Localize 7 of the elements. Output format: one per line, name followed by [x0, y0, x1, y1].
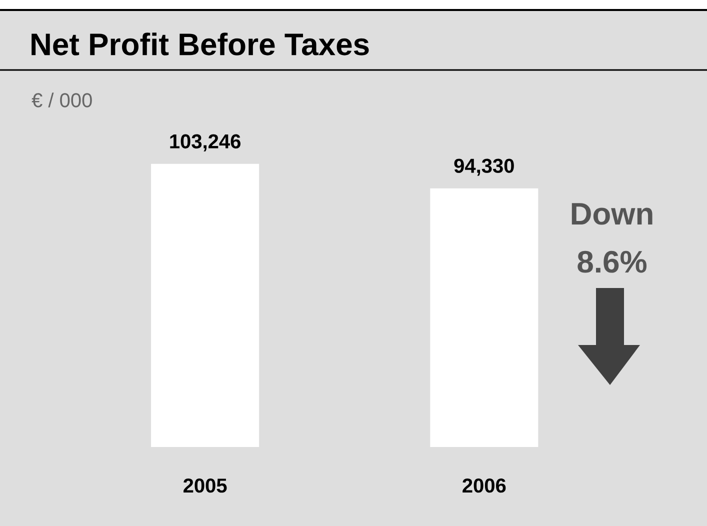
chart-title: Net Profit Before Taxes	[32, 32, 369, 56]
annotation: Down 8.6%	[572, 203, 652, 273]
x-tick-label: 2005	[184, 478, 227, 493]
x-tick-label: 2006	[462, 478, 506, 493]
data-label: 94,330	[454, 158, 514, 176]
text: € / 000	[32, 92, 92, 108]
data-label: 103,246	[170, 134, 240, 152]
